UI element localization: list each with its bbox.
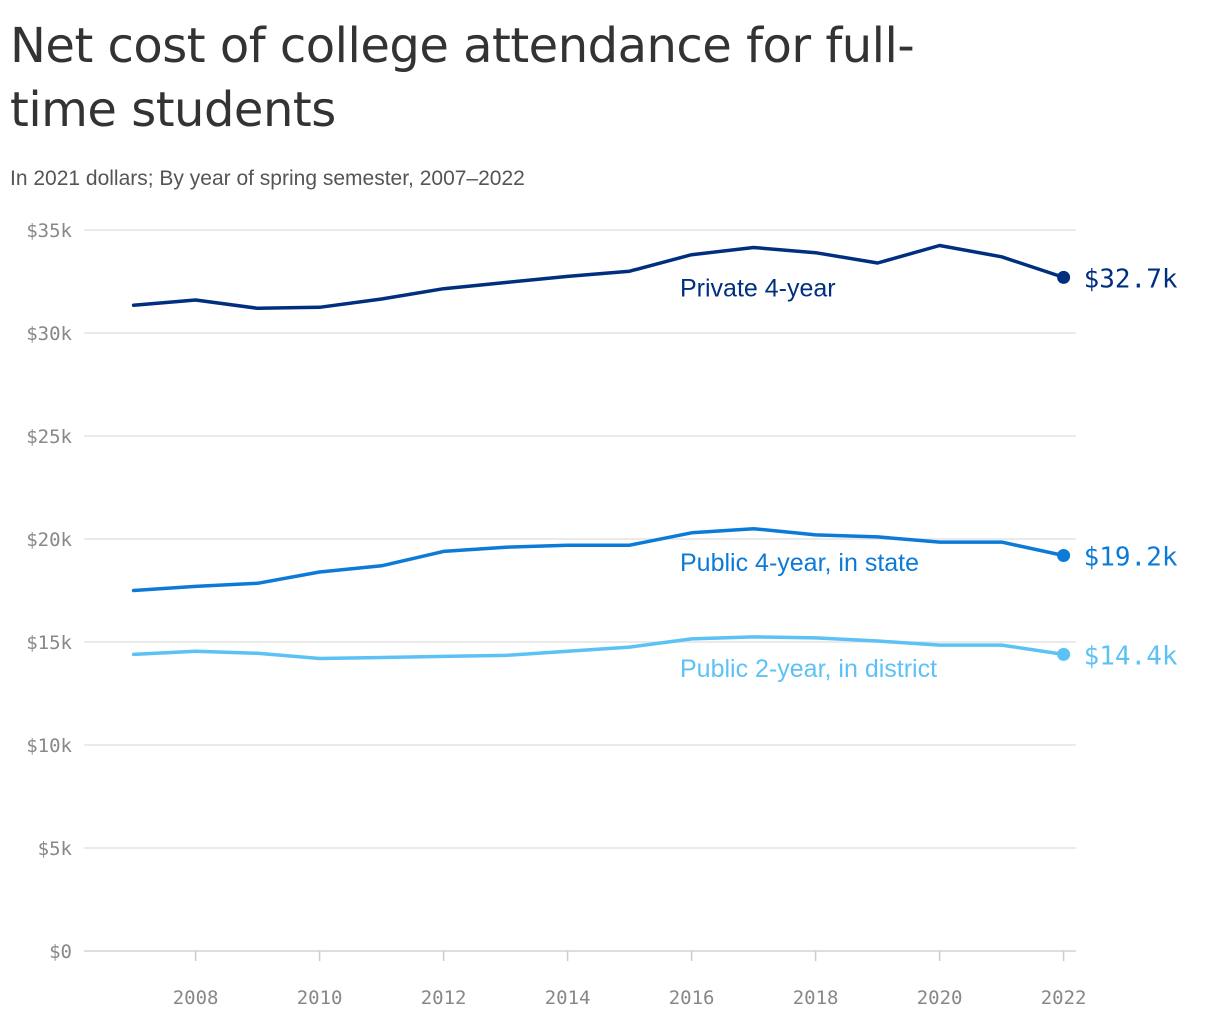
- series-name-label: Public 2-year, in district: [680, 655, 937, 683]
- x-tick-label: 2010: [297, 987, 343, 1009]
- grid-lines: [84, 229, 1076, 952]
- x-tick-label: 2022: [1041, 987, 1087, 1009]
- y-tick-label: $5k: [38, 838, 73, 860]
- series-line: [131, 635, 1066, 661]
- x-tick-label: 2014: [545, 987, 591, 1009]
- y-tick-label: $30k: [26, 323, 72, 345]
- y-tick-label: $20k: [26, 529, 72, 551]
- series-line: [131, 243, 1066, 311]
- axes: $0 $5k $10k $15k $20k $25k $30k $35k 2008 2010 201…: [26, 220, 1086, 1009]
- series-end-point: [1057, 548, 1071, 562]
- y-tick-label: $10k: [26, 735, 72, 757]
- series-end-value-label: $32.7k: [1084, 264, 1178, 294]
- series-name-label: Public 4-year, in state: [680, 549, 919, 577]
- x-tick-label: 2016: [669, 987, 715, 1009]
- x-tick-label: 2012: [421, 987, 467, 1009]
- y-tick-label: $0: [49, 941, 72, 963]
- x-tick-label: 2018: [793, 987, 839, 1009]
- chart-subtitle: In 2021 dollars; By year of spring semes…: [10, 167, 525, 190]
- y-tick-label: $25k: [26, 426, 72, 448]
- series-line: [131, 526, 1066, 593]
- y-tick-label: $15k: [26, 632, 72, 654]
- series-end-value-label: $14.4k: [1084, 641, 1178, 671]
- series-name-label: Private 4-year: [680, 275, 836, 303]
- y-tick-label: $35k: [26, 220, 72, 242]
- series-end-point: [1057, 270, 1071, 284]
- series-end-value-label: $19.2k: [1084, 542, 1178, 572]
- chart-title: Net cost of college attendance for full-…: [10, 18, 915, 138]
- series-labels: $32.7k Private 4-year $19.2k Public 4-year,…: [680, 264, 1178, 683]
- x-tick-label: 2020: [917, 987, 963, 1009]
- series-lines: [131, 243, 1071, 661]
- series-end-point: [1057, 647, 1071, 661]
- x-tick-label: 2008: [173, 987, 219, 1009]
